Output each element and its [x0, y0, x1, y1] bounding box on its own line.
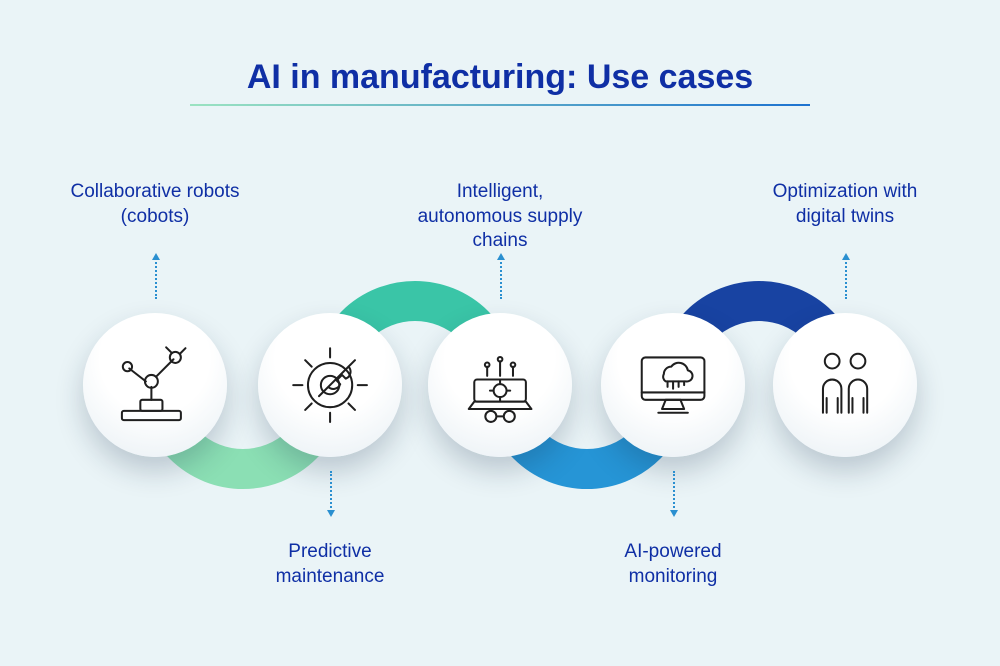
twins-icon [799, 339, 891, 431]
monitor-cloud-icon [627, 339, 719, 431]
title-underline [190, 104, 810, 106]
label-cobots: Collaborative robots (cobots) [60, 180, 250, 229]
node-monitoring [601, 313, 745, 457]
connector-2 [330, 471, 332, 515]
label-digital-twins: Optimization with digital twins [750, 180, 940, 229]
page-title: AI in manufacturing: Use cases [247, 58, 753, 97]
connector-5 [845, 255, 847, 299]
title-area: AI in manufacturing: Use cases [0, 58, 1000, 97]
node-cobots [83, 313, 227, 457]
node-maintenance [258, 313, 402, 457]
connector-3 [500, 255, 502, 299]
node-digital-twins [773, 313, 917, 457]
connector-1 [155, 255, 157, 299]
label-supply-chains: Intelligent, autonomous supply chains [405, 180, 595, 254]
node-supply-chains [428, 313, 572, 457]
chain-circuit-icon [454, 339, 546, 431]
robot-arm-icon [109, 339, 201, 431]
connector-4 [673, 471, 675, 515]
label-maintenance: Predictive maintenance [235, 540, 425, 589]
gear-wrench-icon [284, 339, 376, 431]
label-monitoring: AI-powered monitoring [578, 540, 768, 589]
